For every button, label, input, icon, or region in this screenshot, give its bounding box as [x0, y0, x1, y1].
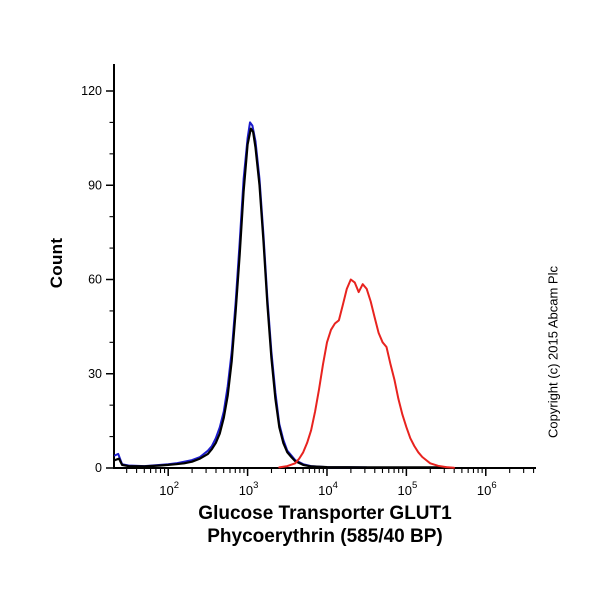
y-tick-label: 0 — [95, 461, 102, 475]
x-tick-label: 106 — [477, 480, 497, 498]
x-axis-title: Glucose Transporter GLUT1 Phycoerythrin … — [105, 502, 545, 548]
x-tick-label: 104 — [318, 480, 338, 498]
x-axis-title-line1: Glucose Transporter GLUT1 — [198, 503, 452, 524]
copyright-text: Copyright (c) 2015 Abcam Plc — [545, 266, 561, 438]
y-axis-ticks: 0 30 60 90 120 — [81, 84, 113, 475]
curve-unlabelled-control-black — [113, 127, 448, 469]
x-axis-ticks: 102 103 104 105 106 — [126, 469, 535, 498]
x-tick-label: 103 — [239, 480, 259, 498]
x-tick-label: 102 — [159, 480, 179, 498]
x-axis-title-line2: Phycoerythrin (585/40 BP) — [207, 526, 443, 547]
y-tick-label: 120 — [81, 84, 102, 98]
axes — [113, 64, 536, 469]
y-tick-label: 60 — [88, 273, 102, 287]
x-tick-label: 105 — [397, 480, 417, 498]
y-tick-label: 30 — [88, 367, 102, 381]
curves — [113, 121, 455, 469]
curve-glut1-pe-red — [278, 278, 455, 469]
y-tick-label: 90 — [88, 178, 102, 192]
curve-secondary-control-blue — [114, 121, 368, 469]
